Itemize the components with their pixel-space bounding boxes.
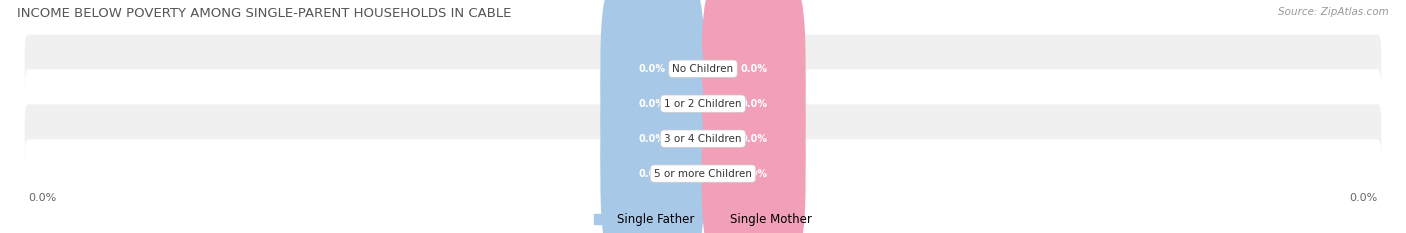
Text: No Children: No Children	[672, 64, 734, 74]
FancyBboxPatch shape	[25, 69, 1381, 138]
Text: 5 or more Children: 5 or more Children	[654, 169, 752, 178]
FancyBboxPatch shape	[25, 104, 1381, 173]
Text: 0.0%: 0.0%	[740, 64, 768, 74]
Text: 3 or 4 Children: 3 or 4 Children	[664, 134, 742, 144]
FancyBboxPatch shape	[702, 0, 806, 155]
Text: Source: ZipAtlas.com: Source: ZipAtlas.com	[1278, 7, 1389, 17]
Text: 0.0%: 0.0%	[638, 99, 666, 109]
Text: 1 or 2 Children: 1 or 2 Children	[664, 99, 742, 109]
Text: INCOME BELOW POVERTY AMONG SINGLE-PARENT HOUSEHOLDS IN CABLE: INCOME BELOW POVERTY AMONG SINGLE-PARENT…	[17, 7, 512, 20]
FancyBboxPatch shape	[600, 0, 704, 155]
Legend: Single Father, Single Mother: Single Father, Single Mother	[589, 208, 817, 231]
Text: 0.0%: 0.0%	[740, 169, 768, 178]
FancyBboxPatch shape	[600, 88, 704, 233]
FancyBboxPatch shape	[600, 18, 704, 190]
Text: 0.0%: 0.0%	[740, 99, 768, 109]
FancyBboxPatch shape	[702, 18, 806, 190]
FancyBboxPatch shape	[702, 88, 806, 233]
Text: 0.0%: 0.0%	[28, 193, 56, 203]
FancyBboxPatch shape	[600, 53, 704, 225]
FancyBboxPatch shape	[25, 34, 1381, 103]
FancyBboxPatch shape	[25, 139, 1381, 208]
Text: 0.0%: 0.0%	[1350, 193, 1378, 203]
Text: 0.0%: 0.0%	[638, 169, 666, 178]
Text: 0.0%: 0.0%	[740, 134, 768, 144]
FancyBboxPatch shape	[702, 53, 806, 225]
Text: 0.0%: 0.0%	[638, 134, 666, 144]
Text: 0.0%: 0.0%	[638, 64, 666, 74]
